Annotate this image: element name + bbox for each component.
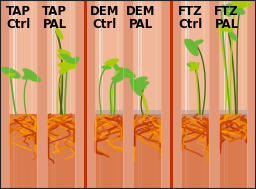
Ellipse shape (131, 85, 146, 91)
Bar (133, 110, 161, 118)
Ellipse shape (55, 27, 63, 40)
Ellipse shape (221, 5, 231, 17)
Ellipse shape (228, 2, 246, 13)
Bar (13, 0, 15, 189)
Bar (140, 0, 142, 189)
Bar (85, 0, 87, 189)
Ellipse shape (231, 0, 252, 7)
Ellipse shape (228, 30, 238, 41)
Ellipse shape (66, 57, 80, 69)
Bar (219, 110, 247, 118)
Bar (138, 0, 139, 189)
Bar (224, 0, 225, 189)
Bar (171, 0, 173, 189)
Bar (0, 0, 84, 189)
Ellipse shape (130, 78, 143, 96)
Bar (52, 0, 53, 189)
Bar (185, 0, 187, 189)
Ellipse shape (62, 52, 70, 59)
Bar (9, 0, 37, 189)
Ellipse shape (22, 74, 34, 80)
Bar (86, 0, 170, 189)
Ellipse shape (187, 63, 199, 69)
Bar (172, 0, 256, 189)
Ellipse shape (118, 69, 130, 76)
Bar (102, 0, 103, 189)
Text: DEM
Ctrl: DEM Ctrl (90, 5, 119, 32)
Ellipse shape (231, 2, 245, 8)
Ellipse shape (62, 54, 76, 64)
Bar (99, 0, 101, 189)
Ellipse shape (58, 62, 77, 69)
Ellipse shape (113, 69, 130, 83)
Text: FTZ
PAL: FTZ PAL (214, 5, 239, 32)
Ellipse shape (133, 79, 144, 91)
Ellipse shape (116, 67, 136, 79)
Ellipse shape (188, 39, 198, 50)
Ellipse shape (215, 23, 233, 32)
Bar (242, 0, 243, 189)
Ellipse shape (189, 61, 199, 70)
Text: FTZ
Ctrl: FTZ Ctrl (178, 5, 203, 32)
Ellipse shape (101, 66, 111, 70)
Bar (95, 110, 123, 118)
Bar (219, 114, 247, 189)
Ellipse shape (23, 68, 37, 78)
Text: TAP
PAL: TAP PAL (42, 5, 67, 32)
Ellipse shape (106, 60, 117, 68)
Ellipse shape (1, 67, 21, 79)
Bar (188, 0, 189, 189)
Bar (16, 0, 17, 189)
Ellipse shape (59, 61, 74, 74)
Bar (47, 114, 75, 189)
Ellipse shape (111, 75, 122, 80)
Bar (95, 0, 123, 189)
Bar (156, 0, 157, 189)
Bar (181, 110, 209, 118)
Bar (181, 114, 209, 189)
Bar (219, 0, 247, 189)
Ellipse shape (130, 79, 138, 91)
Bar (181, 0, 209, 189)
Ellipse shape (189, 62, 200, 72)
Ellipse shape (116, 70, 129, 76)
Bar (95, 114, 123, 189)
Ellipse shape (57, 54, 66, 60)
Ellipse shape (184, 39, 199, 56)
Ellipse shape (190, 62, 199, 70)
Ellipse shape (192, 39, 204, 46)
Bar (31, 0, 33, 189)
Bar (54, 0, 56, 189)
Ellipse shape (112, 61, 120, 72)
Bar (203, 0, 205, 189)
Bar (9, 114, 37, 189)
Text: TAP
Ctrl: TAP Ctrl (6, 5, 31, 32)
Text: DEM
PAL: DEM PAL (126, 5, 155, 32)
Ellipse shape (135, 76, 148, 82)
Bar (47, 0, 75, 189)
Ellipse shape (226, 3, 245, 15)
Ellipse shape (6, 73, 16, 77)
Bar (133, 114, 161, 189)
Bar (70, 0, 71, 189)
Ellipse shape (58, 49, 71, 56)
Bar (133, 0, 161, 189)
Ellipse shape (24, 72, 41, 82)
Bar (226, 0, 228, 189)
Ellipse shape (104, 58, 119, 66)
Bar (117, 0, 119, 189)
Ellipse shape (136, 81, 149, 88)
